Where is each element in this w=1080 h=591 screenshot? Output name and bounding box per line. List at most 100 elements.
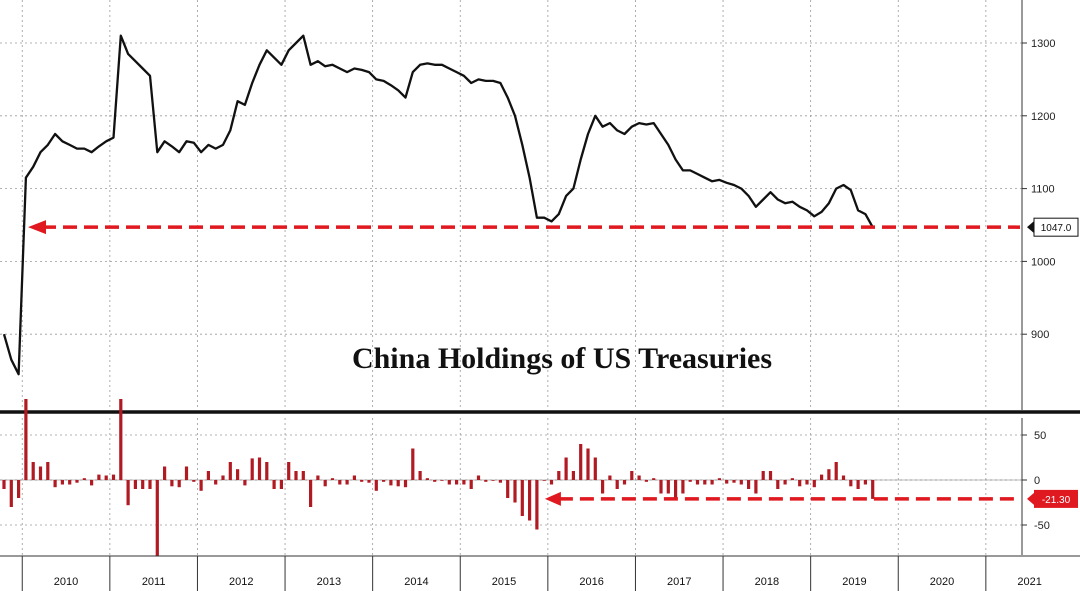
change-bar: [170, 480, 174, 487]
change-bar: [681, 480, 685, 494]
change-bar: [250, 458, 254, 480]
change-bar: [491, 480, 495, 481]
x-tick-label: 2011: [142, 576, 166, 588]
change-bar: [425, 478, 429, 480]
change-bar: [455, 480, 459, 485]
top-panel-y-axis: 900 1000 1100 1200 1300: [0, 0, 1080, 414]
change-bar: [790, 478, 794, 480]
change-last-value: -21.30: [1042, 495, 1071, 506]
change-bar: [418, 471, 422, 480]
change-bar: [177, 480, 181, 488]
change-bar: [462, 480, 466, 485]
change-bar: [827, 469, 831, 480]
change-bar: [382, 480, 386, 482]
top-panel-grid: [0, 0, 1022, 410]
change-bar: [126, 480, 130, 506]
change-bar: [520, 480, 524, 516]
y-tick-label: 1000: [1031, 256, 1055, 268]
change-bar: [615, 480, 619, 489]
change-bar: [163, 466, 167, 480]
change-bar: [513, 480, 517, 503]
x-tick-label: 2020: [930, 576, 954, 588]
change-bar: [622, 480, 627, 485]
change-bar: [476, 475, 481, 480]
change-bar: [330, 478, 335, 480]
change-bar: [666, 480, 670, 494]
change-bar: [214, 480, 218, 485]
change-bar: [652, 478, 656, 480]
x-tick-label: 2015: [492, 576, 516, 588]
y-tick-label: 1100: [1031, 184, 1055, 196]
change-bar: [82, 478, 86, 480]
change-bar: [732, 480, 736, 483]
x-tick-label: 2016: [579, 576, 603, 588]
x-tick-label: 2010: [54, 576, 78, 588]
year-axis: 2010 2011 2012 2013 2014 2015 2016 2017 2018 2019…: [0, 555, 1080, 591]
change-bar: [279, 480, 283, 489]
x-tick-label: 2018: [755, 576, 779, 588]
change-bar: [695, 480, 700, 485]
change-bar: [812, 480, 816, 488]
change-bar: [396, 480, 400, 487]
change-bar: [440, 480, 444, 481]
change-bar: [199, 480, 203, 491]
change-bar: [557, 471, 561, 480]
change-bar: [776, 480, 780, 489]
change-bar: [2, 480, 6, 489]
change-bar: [265, 462, 269, 480]
change-bar: [345, 480, 349, 485]
change-bar: [46, 462, 50, 480]
change-bar: [75, 480, 79, 483]
y-tick-label: 50: [1034, 430, 1046, 442]
change-bar: [119, 399, 123, 480]
change-bar: [287, 462, 291, 480]
change-bar: [141, 480, 145, 489]
change-bar: [221, 475, 225, 480]
x-tick-label: 2017: [667, 576, 691, 588]
change-bar: [747, 480, 751, 489]
holdings-last-value: 1047.0: [1041, 223, 1072, 234]
change-bar: [710, 480, 714, 485]
change-last-value-box: [1034, 489, 1078, 508]
change-bar: [294, 471, 298, 480]
change-bar: [433, 480, 437, 482]
change-bar: [608, 475, 612, 480]
change-bar: [820, 474, 824, 480]
change-bar: [484, 480, 488, 482]
change-bar: [498, 480, 502, 483]
change-bar: [506, 480, 510, 498]
change-bar: [411, 448, 415, 480]
change-bar: [761, 471, 765, 480]
change-bar: [447, 480, 451, 485]
holdings-reference-arrowhead: [28, 220, 46, 235]
change-bar: [104, 475, 108, 480]
change-bar: [564, 457, 568, 480]
change-bar: [111, 474, 116, 480]
change-bar: [768, 471, 773, 480]
change-bar: [97, 474, 101, 480]
change-bar: [542, 480, 546, 481]
change-bar: [644, 480, 648, 482]
y-tick-label: 1300: [1031, 38, 1055, 50]
holdings-line-layer: [2, 34, 874, 376]
change-bar: [674, 480, 678, 498]
change-bar: [579, 444, 583, 480]
change-bar: [38, 466, 43, 480]
change-bar: [374, 480, 378, 491]
change-bar: [360, 480, 364, 482]
change-bar: [863, 480, 867, 485]
change-bar: [236, 469, 240, 480]
change-bar: [871, 480, 875, 499]
change-bar: [68, 480, 72, 485]
change-bar: [637, 475, 641, 480]
change-reference-arrowhead: [544, 491, 561, 506]
change-bar: [798, 480, 802, 487]
change-bar: [834, 462, 838, 480]
change-bar: [133, 480, 137, 489]
change-bar: [257, 457, 262, 480]
bottom-panel-y-axis: 50 0 -50: [1021, 418, 1050, 555]
change-bar: [630, 471, 634, 480]
change-bar: [17, 480, 21, 498]
